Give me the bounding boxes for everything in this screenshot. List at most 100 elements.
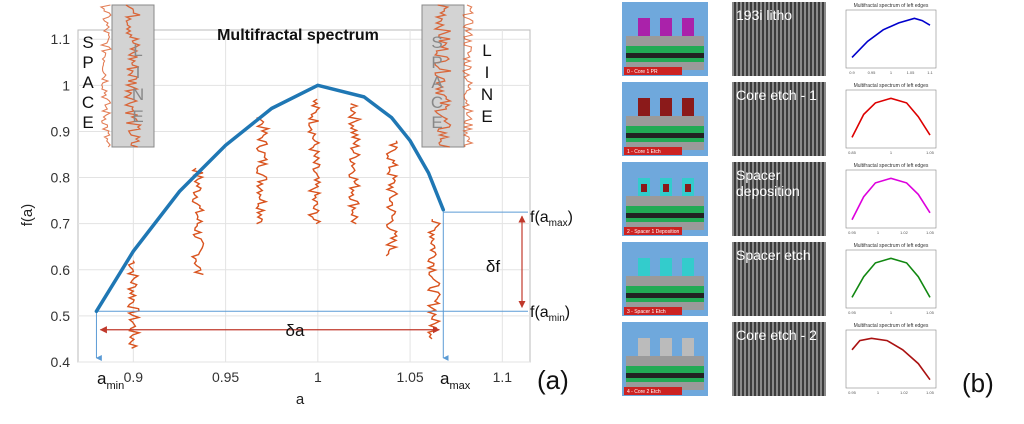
sem-step-label: Spacer xyxy=(736,167,781,183)
roughness-trace xyxy=(346,103,363,225)
stack-layer-green xyxy=(626,46,704,53)
stack-label: 3 - Spacer 1 Etch xyxy=(627,309,666,315)
mini-tick-label: 0.95 xyxy=(848,310,857,315)
stack-layer-green xyxy=(626,286,704,293)
stack-core xyxy=(663,184,669,192)
delta-a-label: δa xyxy=(286,321,305,340)
panel-a-multifractal-chart: 0.4 0.5 0.6 0.7 0.8 0.9 1 1.1 0.9 0.95 1 1.05 1.1 S… xyxy=(19,4,573,408)
mini-tick-label: 1.1 xyxy=(927,70,933,75)
spectrum-curve xyxy=(94,83,446,314)
mini-tick-label: 1.02 xyxy=(900,390,909,395)
stack-label-bg xyxy=(624,227,682,235)
mini-plot-title: Multifractal spectrum of left edges xyxy=(854,323,929,329)
a-min-label: amin xyxy=(97,369,124,392)
label-letter: C xyxy=(431,93,443,112)
y-tick-label: 0.9 xyxy=(51,123,71,139)
label-letter: E xyxy=(132,107,143,126)
mini-spectrum-curve xyxy=(851,257,931,298)
stack-layer-green-2 xyxy=(626,218,704,222)
stack-feature xyxy=(660,258,672,276)
mini-tick-label: 0.95 xyxy=(848,230,857,235)
mini-spectrum-curve xyxy=(851,97,931,138)
mini-tick-label: 0.9 xyxy=(849,70,855,75)
mini-tick-label: 1.05 xyxy=(907,70,916,75)
stack-layer-green-2 xyxy=(626,138,704,142)
stack-layer-green-2 xyxy=(626,58,704,62)
mini-plot-frame xyxy=(845,249,937,309)
y-axis-label: f(a) xyxy=(19,204,36,227)
label-letter: P xyxy=(82,53,93,72)
stack-feature xyxy=(638,98,650,116)
f-amax-label: f(amax) xyxy=(530,209,573,229)
inset-roughness-traces xyxy=(99,4,475,148)
label-letter: S xyxy=(431,33,442,52)
roughness-trace xyxy=(255,116,272,225)
stack-label: 0 - Core 1 PR xyxy=(627,69,658,75)
stack-label-bg xyxy=(624,387,682,395)
mini-spectrum-curve xyxy=(851,17,931,58)
mini-tick-label: 1 xyxy=(890,150,893,155)
mini-tick-label: 1 xyxy=(877,390,880,395)
stack-layer-green-2 xyxy=(626,378,704,382)
x-tick-label: 1 xyxy=(314,369,322,385)
label-letter: N xyxy=(481,85,493,104)
sem-step-label: Core etch - 1 xyxy=(736,87,817,103)
stack-label-bg xyxy=(624,147,682,155)
stack-layer-green xyxy=(626,206,704,213)
mini-tick-label: 1.05 xyxy=(926,310,935,315)
roughness-trace xyxy=(384,140,400,257)
stack-feature xyxy=(682,18,694,36)
label-letter: N xyxy=(132,85,144,104)
sem-image xyxy=(732,242,826,316)
mini-spectrum-curve xyxy=(851,337,931,381)
stack-feature xyxy=(682,258,694,276)
stack-label-bg xyxy=(624,307,682,315)
chart-title: Multifractal spectrum xyxy=(217,27,379,44)
sem-step-label: 193i litho xyxy=(736,7,792,23)
sem-step-label: Core etch - 2 xyxy=(736,327,817,343)
stack-core xyxy=(685,184,691,192)
sem-image xyxy=(732,2,826,76)
label-letter: P xyxy=(431,53,442,72)
panel-a-label: (a) xyxy=(537,365,569,395)
mini-tick-label: 1.05 xyxy=(926,390,935,395)
mini-tick-label: 1 xyxy=(890,70,893,75)
process-row: 4 - Core 2 Etch Core etch - 2 Multifractal… xyxy=(622,322,937,396)
x-tick-labels: 0.9 0.95 1 1.05 1.1 xyxy=(124,369,513,385)
sem-step-label: Spacer etch xyxy=(736,247,811,263)
process-row: 0 - Core 1 PR 193i litho Multifractal spec… xyxy=(622,2,937,76)
mini-spectrum-curve xyxy=(851,177,931,221)
panel-b-process-flow: 0 - Core 1 PR 193i litho Multifractal spec… xyxy=(622,2,994,398)
space-inset-box-right xyxy=(421,4,465,148)
stack-layer-dark xyxy=(626,133,704,138)
y-tick-label: 0.5 xyxy=(51,308,71,324)
stack-feature xyxy=(638,18,650,36)
stack-layer-dark xyxy=(626,373,704,378)
process-row: 3 - Spacer 1 Etch Spacer etch Multifractal… xyxy=(622,242,937,316)
roughness-trace xyxy=(126,260,142,349)
stack-core xyxy=(641,184,647,192)
y-tick-label: 1.1 xyxy=(51,31,71,47)
label-letter: A xyxy=(431,73,443,92)
roughness-trace xyxy=(306,98,323,225)
sem-image xyxy=(732,82,826,156)
x-tick-label: 1.1 xyxy=(493,369,513,385)
y-tick-label: 0.7 xyxy=(51,216,71,232)
stack-feature xyxy=(682,338,694,356)
sem-step-label: deposition xyxy=(736,183,800,199)
label-letter: E xyxy=(82,113,93,132)
mini-tick-label: 1.02 xyxy=(900,230,909,235)
y-tick-labels: 0.4 0.5 0.6 0.7 0.8 0.9 1 1.1 xyxy=(51,31,71,370)
inset-trace xyxy=(123,4,143,148)
sem-image xyxy=(732,162,826,236)
stack-feature xyxy=(638,258,650,276)
x-tick-label: 0.9 xyxy=(124,369,144,385)
stack-feature xyxy=(682,98,694,116)
mini-plot-title: Multifractal spectrum of left edges xyxy=(854,3,929,9)
mini-plot-title: Multifractal spectrum of left edges xyxy=(854,243,929,249)
label-letter: E xyxy=(481,107,492,126)
